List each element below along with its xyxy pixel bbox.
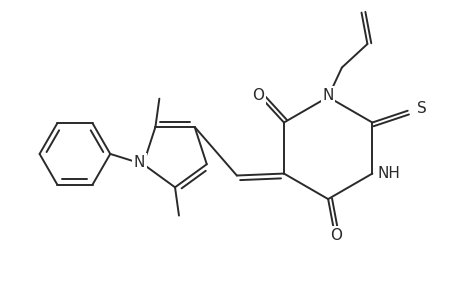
Text: NH: NH bbox=[376, 166, 399, 181]
Text: O: O bbox=[252, 88, 264, 103]
Text: N: N bbox=[322, 88, 333, 103]
Text: S: S bbox=[416, 101, 425, 116]
Text: N: N bbox=[134, 155, 145, 170]
Text: O: O bbox=[329, 228, 341, 243]
